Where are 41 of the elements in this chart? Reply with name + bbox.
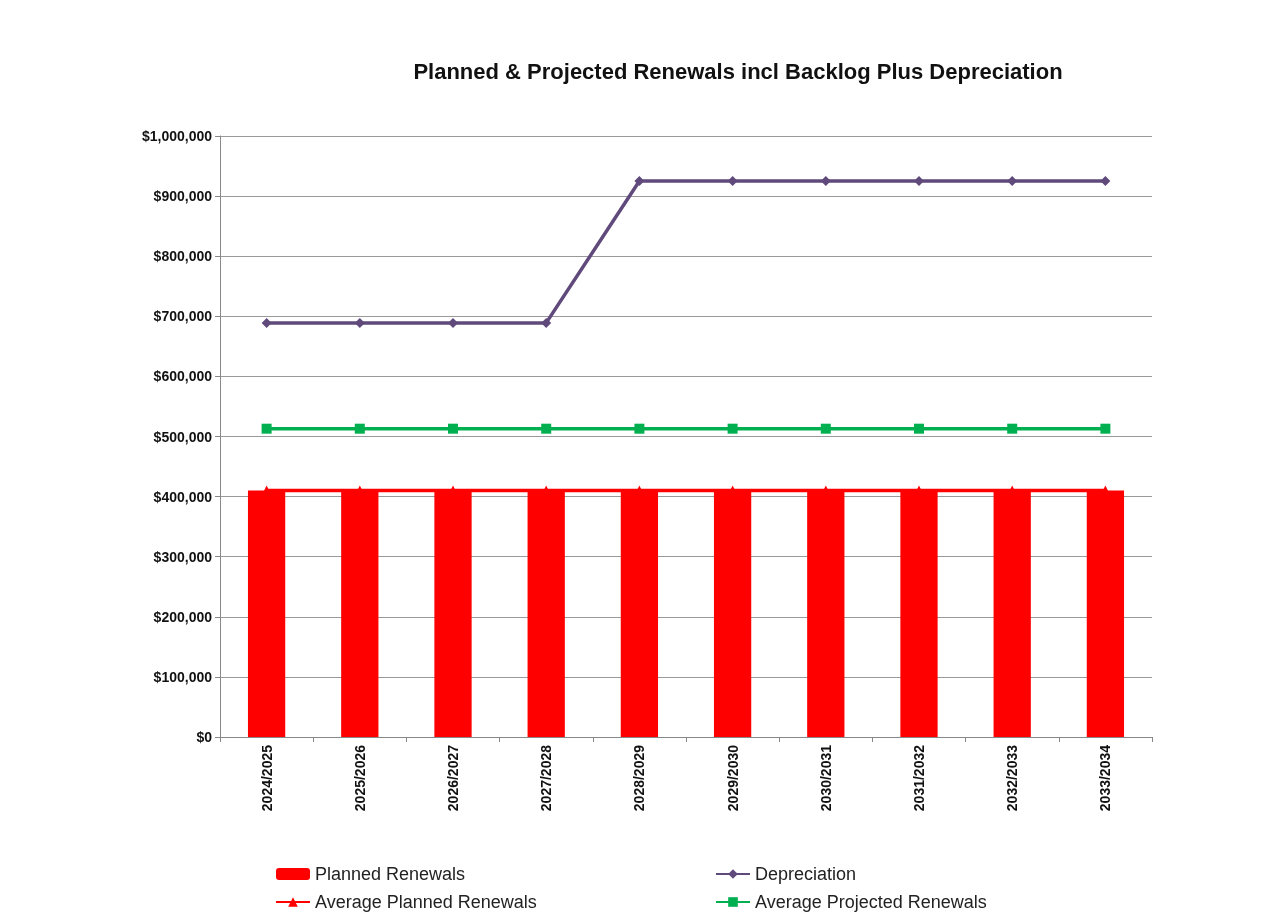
x-tick-label: 2026/2027 — [445, 744, 461, 812]
x-tick-label: 2025/2026 — [351, 744, 368, 812]
point — [634, 423, 645, 434]
point — [1007, 423, 1018, 434]
point — [1100, 423, 1111, 434]
point — [1100, 176, 1111, 187]
x-tick-label: 2024/2025 — [258, 744, 275, 812]
x-tick-label: 2030/2031 — [817, 744, 834, 812]
point — [448, 317, 458, 328]
point — [448, 423, 458, 434]
x-tick-label: 2032/2033 — [1004, 744, 1021, 812]
point — [727, 423, 738, 434]
x-tick-label: 2027/2028 — [538, 744, 555, 812]
x-tick-label: 2031/2032 — [911, 744, 927, 812]
point — [261, 423, 272, 434]
y-tick-label: $1,000,000 — [141, 128, 213, 144]
point — [261, 317, 272, 328]
y-tick-label: $0 — [196, 729, 213, 745]
legend-label: Depreciation — [755, 864, 857, 884]
y-tick-label: $100,000 — [153, 668, 213, 685]
point — [541, 423, 552, 434]
point — [914, 423, 924, 434]
chart-title: Planned & Projected Renewals incl Backlog Plus Depreciation — [413, 58, 1063, 84]
point — [914, 176, 924, 187]
point — [820, 423, 831, 434]
y-tick-label: $700,000 — [153, 308, 213, 325]
x-tick-label: 2033/2034 — [1097, 744, 1114, 812]
y-tick-label: $900,000 — [153, 188, 213, 205]
x-tick-label: 2029/2030 — [724, 744, 741, 812]
y-tick-label: $800,000 — [153, 248, 213, 265]
y-tick-label: $300,000 — [153, 548, 213, 565]
y-tick-label: $200,000 — [153, 608, 213, 625]
point — [354, 423, 365, 434]
y-tick-label: $600,000 — [153, 368, 213, 385]
legend-label: Average Planned Renewals — [315, 892, 537, 912]
point — [541, 317, 552, 328]
x-tick-label: 2028/2029 — [631, 744, 648, 812]
y-tick-label: $500,000 — [153, 428, 213, 445]
y-tick-label: $400,000 — [153, 488, 213, 505]
legend-label: Average Projected Renewals — [755, 892, 987, 912]
legend-label: Planned Renewals — [315, 864, 466, 884]
